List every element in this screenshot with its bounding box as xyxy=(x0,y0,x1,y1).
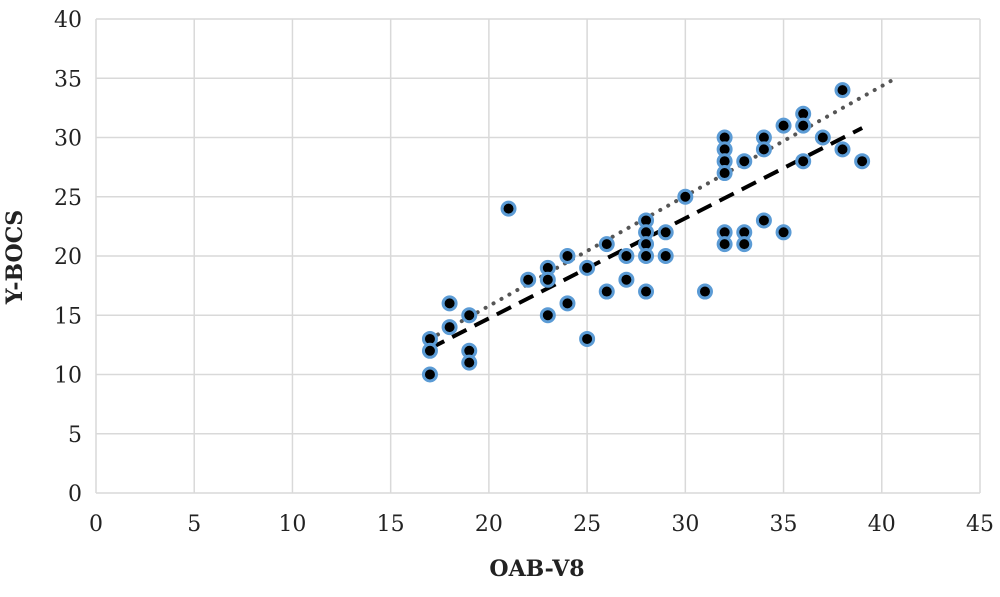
grid xyxy=(95,18,981,494)
data-point xyxy=(854,153,871,170)
data-point xyxy=(441,295,458,312)
data-point xyxy=(834,82,851,99)
y-axis-title: Y-BOCS xyxy=(2,210,28,305)
data-point xyxy=(755,141,772,158)
data-point xyxy=(638,248,655,264)
data-point xyxy=(618,248,635,264)
data-point xyxy=(696,283,713,300)
x-tick-label: 15 xyxy=(377,512,405,537)
y-tick-label: 0 xyxy=(68,482,82,507)
data-point xyxy=(638,283,655,300)
data-point xyxy=(795,153,812,170)
data-point xyxy=(716,236,733,253)
data-point xyxy=(579,259,596,276)
data-point xyxy=(775,117,792,134)
data-point xyxy=(657,248,674,264)
data-point xyxy=(539,307,556,324)
y-tick-label: 10 xyxy=(54,364,82,389)
data-point xyxy=(559,295,576,312)
data-point xyxy=(441,319,458,336)
data-point xyxy=(421,342,438,359)
x-tick-label: 45 xyxy=(966,512,994,537)
data-point xyxy=(598,236,615,253)
data-point xyxy=(421,366,438,383)
data-point xyxy=(755,212,772,229)
data-points xyxy=(421,82,871,383)
trendlines xyxy=(427,77,896,351)
x-tick-label: 35 xyxy=(770,512,798,537)
y-tick-labels: 0 5 10 15 20 25 30 35 40 xyxy=(54,8,82,507)
y-tick-label: 40 xyxy=(54,8,82,33)
trendline-dotted xyxy=(427,77,896,341)
y-tick-label: 35 xyxy=(54,67,82,92)
y-tick-label: 20 xyxy=(54,245,82,270)
data-point xyxy=(500,200,517,217)
data-point xyxy=(598,283,615,300)
data-point xyxy=(795,117,812,134)
data-point xyxy=(559,248,576,264)
x-tick-label: 25 xyxy=(573,512,601,537)
x-tick-labels: 0 5 10 15 20 25 30 35 40 45 xyxy=(89,512,994,537)
data-point xyxy=(775,224,792,241)
data-point xyxy=(461,307,478,324)
data-point xyxy=(461,354,478,371)
data-point xyxy=(716,165,733,182)
y-tick-label: 15 xyxy=(54,304,82,329)
y-tick-label: 25 xyxy=(54,186,82,211)
data-point xyxy=(736,153,753,170)
y-tick-label: 5 xyxy=(68,423,82,448)
x-tick-label: 40 xyxy=(868,512,896,537)
x-axis-title: OAB-V8 xyxy=(489,556,584,582)
y-tick-label: 30 xyxy=(54,127,82,152)
data-point xyxy=(814,129,831,146)
x-tick-label: 30 xyxy=(671,512,699,537)
data-point xyxy=(657,224,674,241)
data-point xyxy=(736,236,753,253)
x-tick-label: 5 xyxy=(187,512,201,537)
data-point xyxy=(618,271,635,288)
x-tick-label: 10 xyxy=(278,512,306,537)
data-point xyxy=(520,271,537,288)
x-tick-label: 0 xyxy=(89,512,103,537)
data-point xyxy=(834,141,851,158)
data-point xyxy=(539,271,556,288)
trendline-dashed xyxy=(429,126,864,351)
data-point xyxy=(579,330,596,347)
data-point xyxy=(677,188,694,205)
x-tick-label: 20 xyxy=(475,512,503,537)
